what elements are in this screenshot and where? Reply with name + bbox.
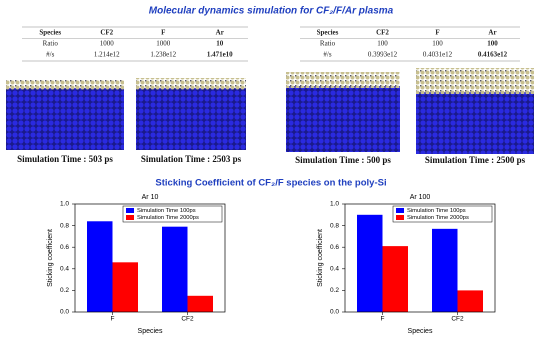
- legend-label: Simulation Time 2000ps: [407, 215, 469, 221]
- y-tick-label: 0.6: [60, 244, 69, 251]
- table-cell: Ratio: [320, 40, 336, 48]
- x-tick-label: CF2: [181, 316, 194, 323]
- table-cell: #/s: [323, 51, 331, 59]
- sim-image: [136, 88, 246, 150]
- caption: Simulation Time : 2500 ps: [425, 155, 526, 165]
- sim-image: [416, 92, 534, 154]
- y-tick-label: 0.8: [60, 222, 69, 229]
- x-axis-label: Species: [138, 328, 163, 335]
- simulation-images: [6, 68, 534, 154]
- bar: [187, 295, 213, 312]
- table-cell: 0.4163e12: [478, 51, 508, 59]
- table-cell: 1.471e10: [207, 51, 233, 59]
- legend-swatch: [396, 215, 404, 220]
- sim-surface: [416, 68, 534, 94]
- title: Molecular dynamics simulation for CF₂/F/…: [149, 6, 394, 17]
- caption: Simulation Time : 2503 ps: [141, 154, 242, 164]
- bar: [382, 246, 408, 312]
- table-cell: 100: [487, 40, 498, 48]
- table-header: CF2: [376, 29, 389, 37]
- y-tick-label: 0.2: [60, 287, 69, 294]
- chart-title: Ar 100: [410, 194, 431, 201]
- legend-label: Simulation Time 100ps: [407, 208, 466, 214]
- table-cell: 1000: [156, 40, 171, 48]
- sim-surface: [286, 72, 400, 88]
- y-tick-label: 0.4: [330, 266, 339, 273]
- table-cell: Ratio: [43, 40, 59, 48]
- section-title: Sticking Coefficient of CF₂/F species on…: [155, 178, 386, 189]
- y-tick-label: 0.8: [330, 222, 339, 229]
- sim-surface: [136, 78, 246, 90]
- legend-label: Simulation Time 2000ps: [137, 215, 199, 221]
- bar: [357, 214, 383, 312]
- table-header: Ar: [216, 29, 224, 37]
- y-tick-label: 1.0: [330, 201, 339, 208]
- legend-box: [392, 205, 493, 223]
- y-tick-label: 0.0: [330, 309, 339, 316]
- sim-image: [6, 88, 124, 150]
- table-header: F: [435, 29, 439, 37]
- bar: [112, 262, 138, 312]
- sim-image: [286, 86, 400, 152]
- plot-frame: [74, 203, 226, 313]
- bar: [87, 221, 113, 312]
- chart-title: Ar 10: [142, 194, 159, 201]
- table-cell: 1.238e12: [150, 51, 176, 59]
- table-cell: #/s: [46, 51, 54, 59]
- plot-frame: [344, 203, 496, 313]
- caption: Simulation Time : 500 ps: [295, 155, 391, 165]
- x-tick-label: CF2: [451, 316, 464, 323]
- bar: [457, 290, 483, 312]
- table-cell: 10: [216, 40, 224, 48]
- table-cell: 0.3993e12: [368, 51, 398, 59]
- sim-surface: [6, 80, 124, 90]
- y-tick-label: 0.2: [330, 287, 339, 294]
- table-cell: 0.4031e12: [423, 51, 453, 59]
- legend-swatch: [396, 208, 404, 213]
- table-cell: 100: [377, 40, 388, 48]
- legend-swatch: [126, 208, 134, 213]
- caption: Simulation Time : 503 ps: [17, 154, 113, 164]
- table-header: CF2: [100, 29, 113, 37]
- y-axis-label: Sticking coefficient: [47, 229, 54, 287]
- table-header: Ar: [488, 29, 496, 37]
- bar: [162, 226, 188, 312]
- table-header: Species: [39, 29, 61, 37]
- table-cell: 1.214e12: [94, 51, 120, 59]
- x-tick-label: F: [381, 316, 385, 323]
- legend-swatch: [126, 215, 134, 220]
- y-axis-label: Sticking coefficient: [317, 229, 324, 287]
- legend-box: [122, 205, 223, 223]
- y-tick-label: 0.6: [330, 244, 339, 251]
- table-header: Species: [317, 29, 339, 37]
- y-tick-label: 0.0: [60, 309, 69, 316]
- x-axis-label: Species: [408, 328, 433, 335]
- table-cell: 1000: [100, 40, 115, 48]
- table-header: F: [161, 29, 165, 37]
- y-tick-label: 1.0: [60, 201, 69, 208]
- bar: [432, 228, 458, 312]
- x-tick-label: F: [111, 316, 115, 323]
- table-cell: 100: [432, 40, 443, 48]
- y-tick-label: 0.4: [60, 266, 69, 273]
- legend-label: Simulation Time 100ps: [137, 208, 196, 214]
